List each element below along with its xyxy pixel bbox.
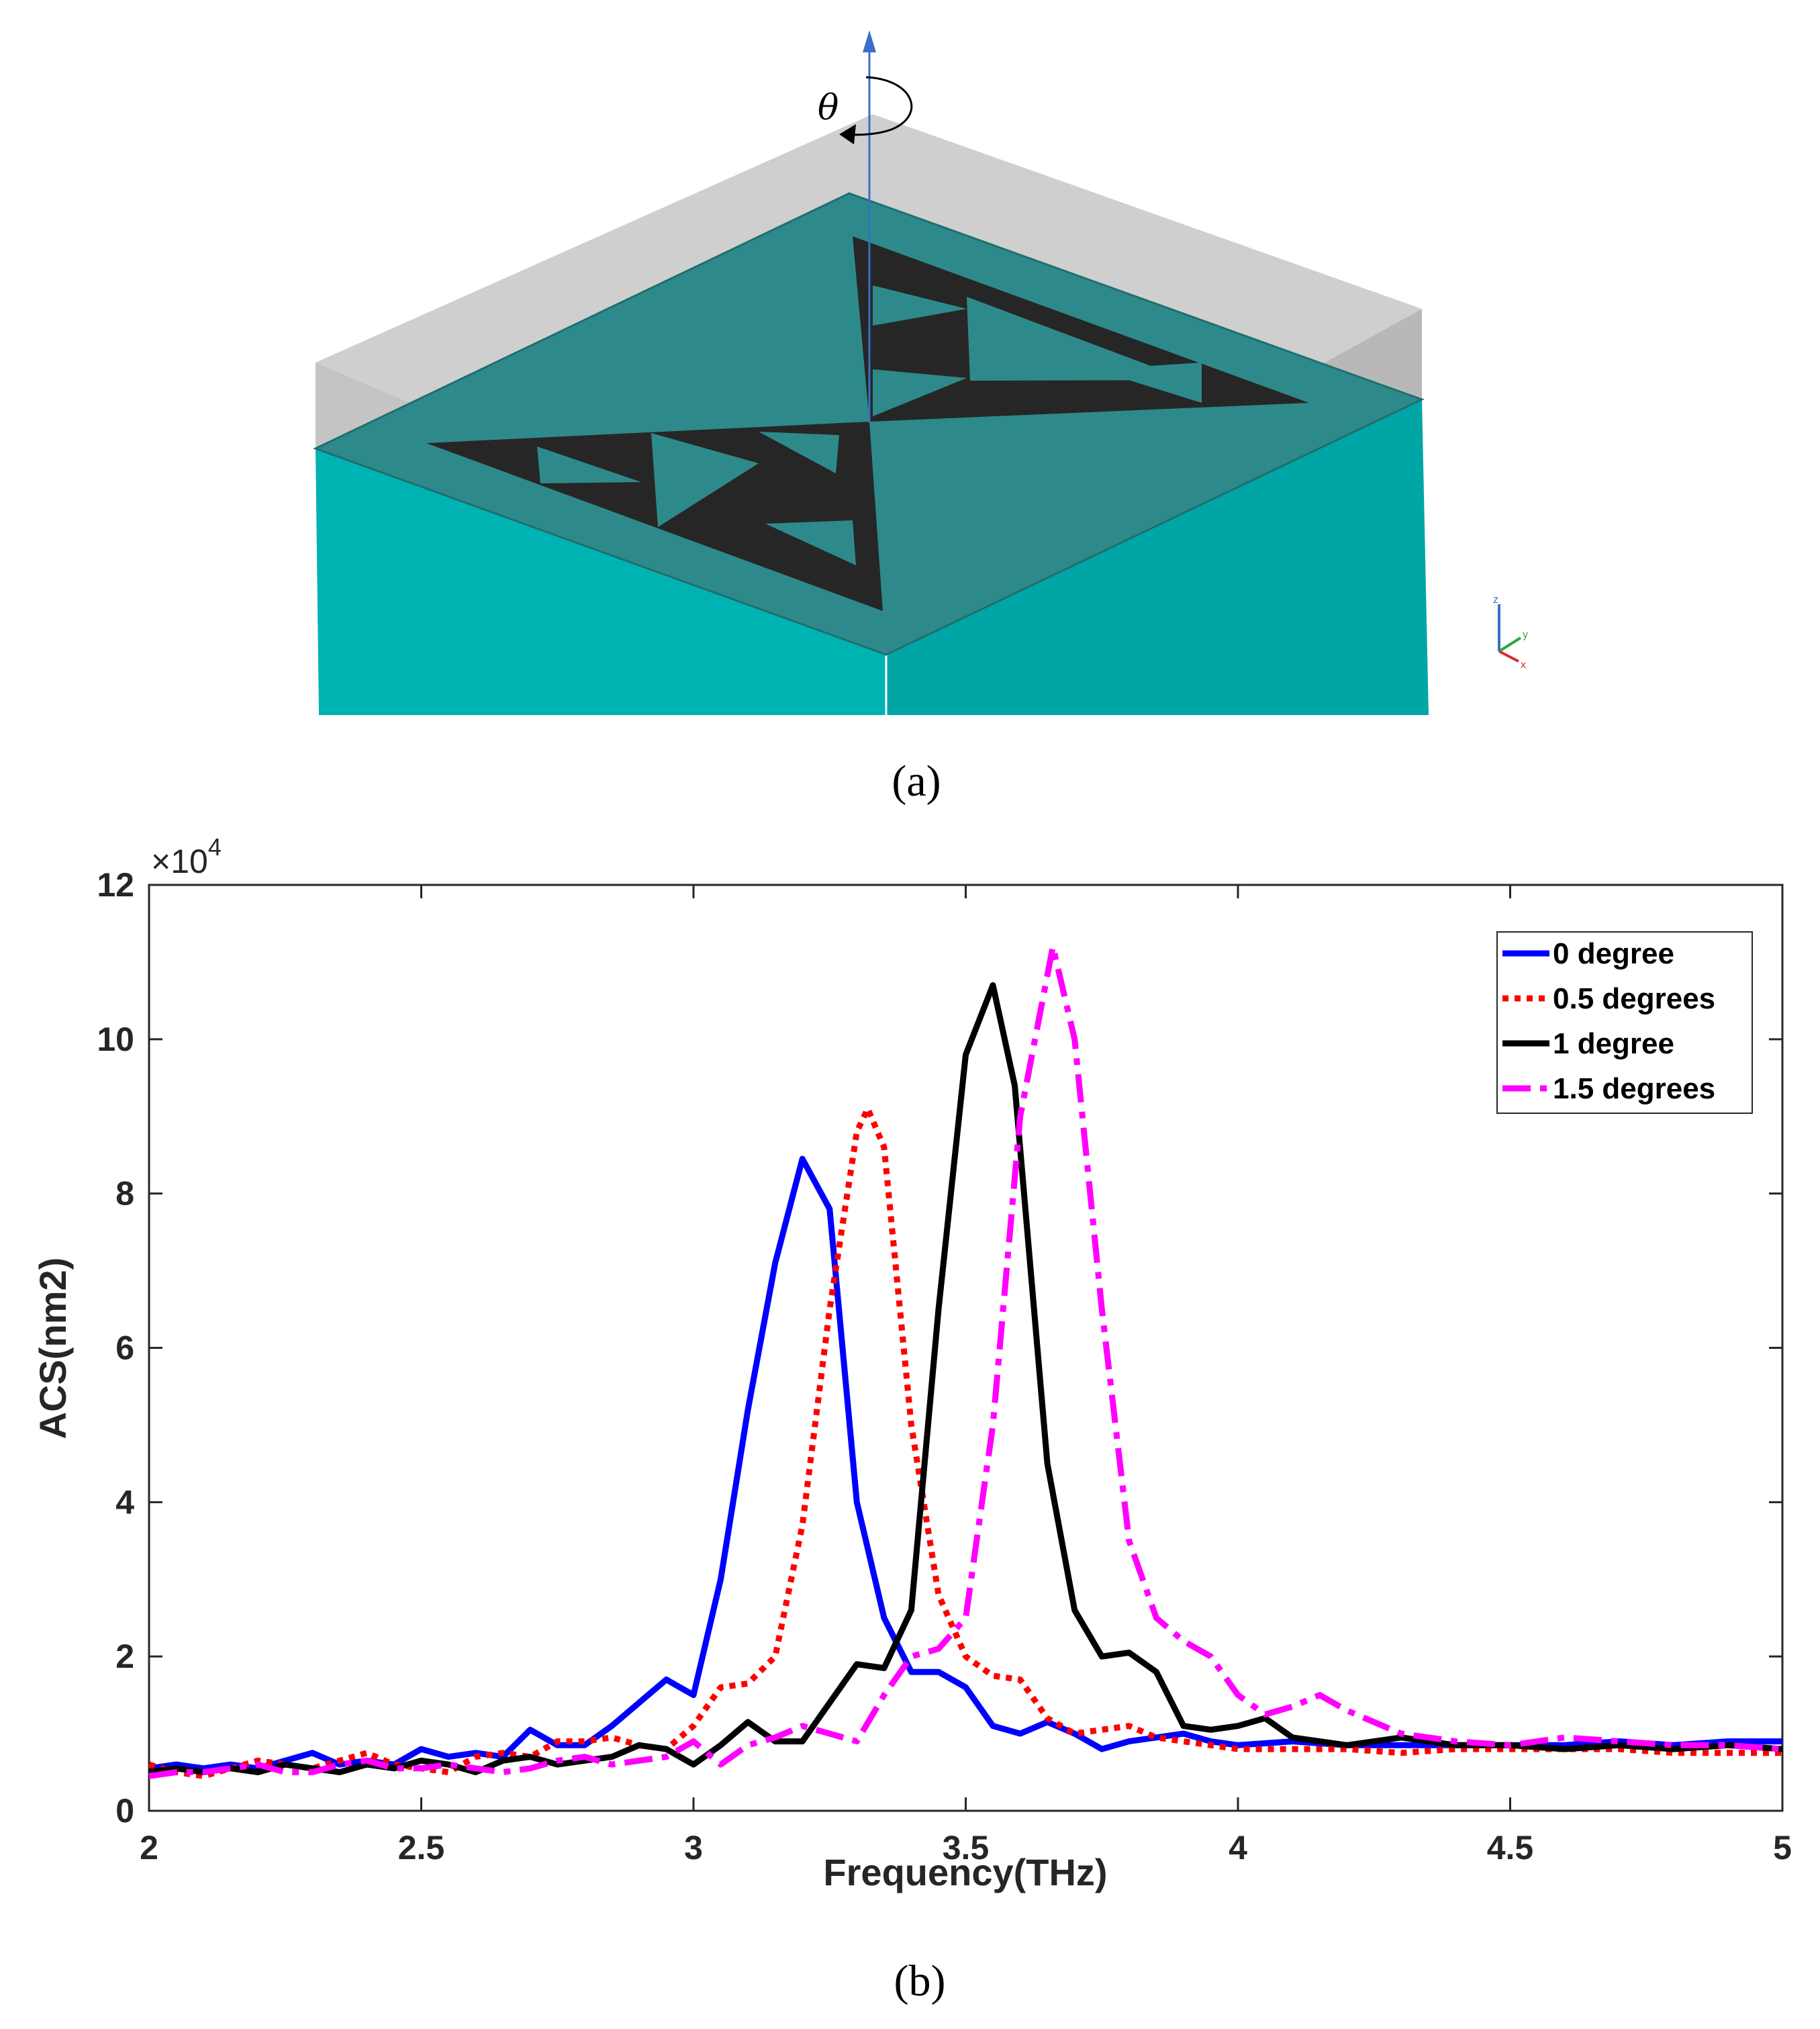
axis-triad-icon: z y x [1493, 594, 1528, 671]
x-tick-label: 3.5 [943, 1829, 990, 1867]
triad-x-label: x [1521, 659, 1526, 671]
x-tick-label: 2 [140, 1829, 158, 1867]
theta-label: θ [818, 88, 839, 128]
caption-b: (b) [894, 1956, 946, 2006]
legend-label-1: 0.5 degrees [1553, 982, 1715, 1015]
y-tick-label: 10 [97, 1021, 134, 1058]
fractal-right [853, 236, 1309, 422]
y-tick-label: 6 [115, 1329, 134, 1367]
rotation-arrowhead-icon [839, 124, 856, 144]
series-layer [148, 943, 1783, 1779]
y-tick-label: 12 [97, 866, 134, 904]
rotation-arrow-icon [847, 76, 913, 136]
series-line-1 [148, 1105, 1782, 1779]
x-tick-label: 2.5 [398, 1829, 445, 1867]
y-tick-label: 8 [115, 1175, 134, 1213]
triad-z-label: z [1493, 594, 1498, 606]
substrate-right-face [886, 399, 1429, 715]
legend-box [1496, 931, 1753, 1114]
y-tick-label: 0 [115, 1792, 134, 1830]
y-multiplier: ×104 [151, 833, 222, 880]
panel-a-illustration: θ z y x (a) [313, 30, 1528, 806]
x-tick-label: 5 [1773, 1829, 1792, 1867]
triad-y-label: y [1523, 629, 1528, 641]
legend-label-0: 0 degree [1553, 937, 1674, 970]
y-axis-label: ACS(nm2) [32, 1258, 74, 1440]
fractal-left [426, 422, 883, 611]
legend-label-3: 1.5 degrees [1553, 1072, 1715, 1105]
substrate-left-face [316, 449, 886, 715]
y-multiplier-exponent: 4 [208, 833, 222, 861]
series-line-3 [148, 943, 1783, 1779]
y-tick-label: 2 [115, 1638, 134, 1675]
legend: 0 degree 0.5 degrees 1 degree 1.5 degrees [1496, 931, 1753, 1114]
axis-ticks [148, 884, 1784, 1812]
x-axis-label: Frequency(THz) [823, 1851, 1107, 1893]
legend-label-2: 1 degree [1553, 1027, 1674, 1060]
x-tick-label: 4.5 [1487, 1829, 1534, 1867]
y-tick-label: 4 [115, 1483, 134, 1521]
x-tick-label: 4 [1229, 1829, 1247, 1867]
caption-a: (a) [892, 757, 941, 806]
x-tick-label: 3 [684, 1829, 703, 1867]
rotation-axis-arrowhead [863, 30, 876, 52]
